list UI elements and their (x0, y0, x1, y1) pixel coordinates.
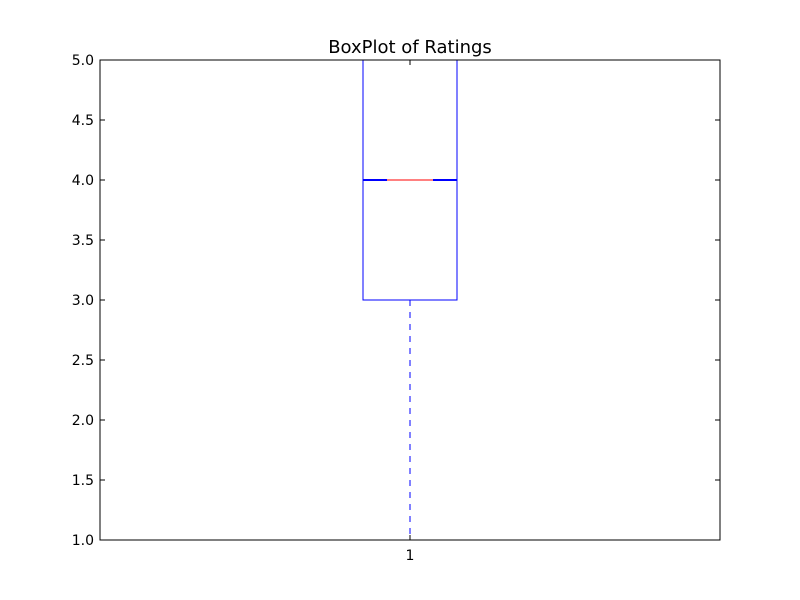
chart-title: BoxPlot of Ratings (328, 37, 492, 58)
x-tick-label-0: 1 (406, 548, 415, 564)
y-axis: 1.0 1.5 2.0 2.5 3.0 3.5 4.0 4.5 5.0 (72, 53, 720, 549)
box-group (362, 59, 458, 541)
y-tick-label-1: 1.5 (72, 473, 94, 489)
y-tick-label-2: 2.0 (72, 413, 94, 429)
y-tick-label-5: 3.5 (72, 233, 94, 249)
y-tick-label-3: 2.5 (72, 353, 94, 369)
axes-frame (99, 59, 721, 541)
y-tick-label-6: 4.0 (72, 173, 94, 189)
y-tick-label-8: 5.0 (72, 53, 94, 69)
y-tick-label-7: 4.5 (72, 113, 94, 129)
x-axis: 1 (406, 60, 415, 564)
y-tick-label-0: 1.0 (72, 533, 94, 549)
y-tick-label-4: 3.0 (72, 293, 94, 309)
